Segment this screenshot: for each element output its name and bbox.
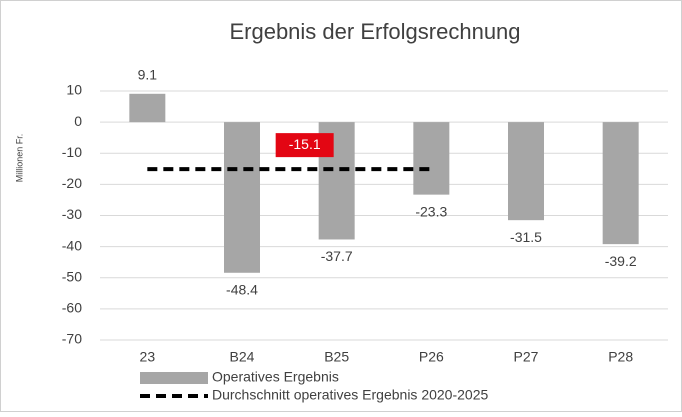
y-tick-label: -60 — [62, 300, 82, 316]
data-label: -39.2 — [605, 253, 637, 269]
bar — [602, 122, 639, 245]
y-tick-label: -10 — [62, 144, 82, 160]
data-label: 9.1 — [138, 67, 158, 83]
bar — [224, 122, 260, 273]
y-tick-label: -70 — [62, 331, 82, 347]
chart-title: Ergebnis der Erfolgsrechnung — [229, 19, 520, 44]
legend-label: Durchschnitt operatives Ergebnis 2020-20… — [212, 387, 488, 403]
data-label: -15.1 — [289, 136, 321, 152]
bar — [129, 93, 166, 123]
data-label: -37.7 — [321, 248, 353, 264]
legend-swatch — [140, 372, 208, 384]
y-tick-label: -50 — [62, 268, 82, 284]
x-tick-label: 23 — [140, 349, 156, 365]
y-tick-label: 0 — [74, 113, 82, 129]
y-axis-label: Millionen Fr. — [14, 134, 24, 183]
data-label: -23.3 — [415, 203, 447, 219]
data-label: -31.5 — [510, 229, 542, 245]
bar — [413, 122, 450, 195]
y-tick-label: -20 — [62, 175, 82, 191]
x-tick-label: B25 — [324, 349, 349, 365]
y-tick-label: -40 — [62, 237, 82, 253]
data-label: -48.4 — [226, 281, 258, 297]
x-tick-label: P26 — [419, 349, 444, 365]
x-tick-label: P27 — [514, 349, 539, 365]
data-label-box — [275, 133, 334, 158]
y-tick-label: 10 — [66, 82, 82, 98]
bar — [508, 122, 544, 221]
legend-label: Operatives Ergebnis — [212, 369, 339, 385]
y-tick-label: -30 — [62, 206, 82, 222]
x-tick-label: P28 — [608, 349, 633, 365]
x-tick-label: B24 — [230, 349, 255, 365]
